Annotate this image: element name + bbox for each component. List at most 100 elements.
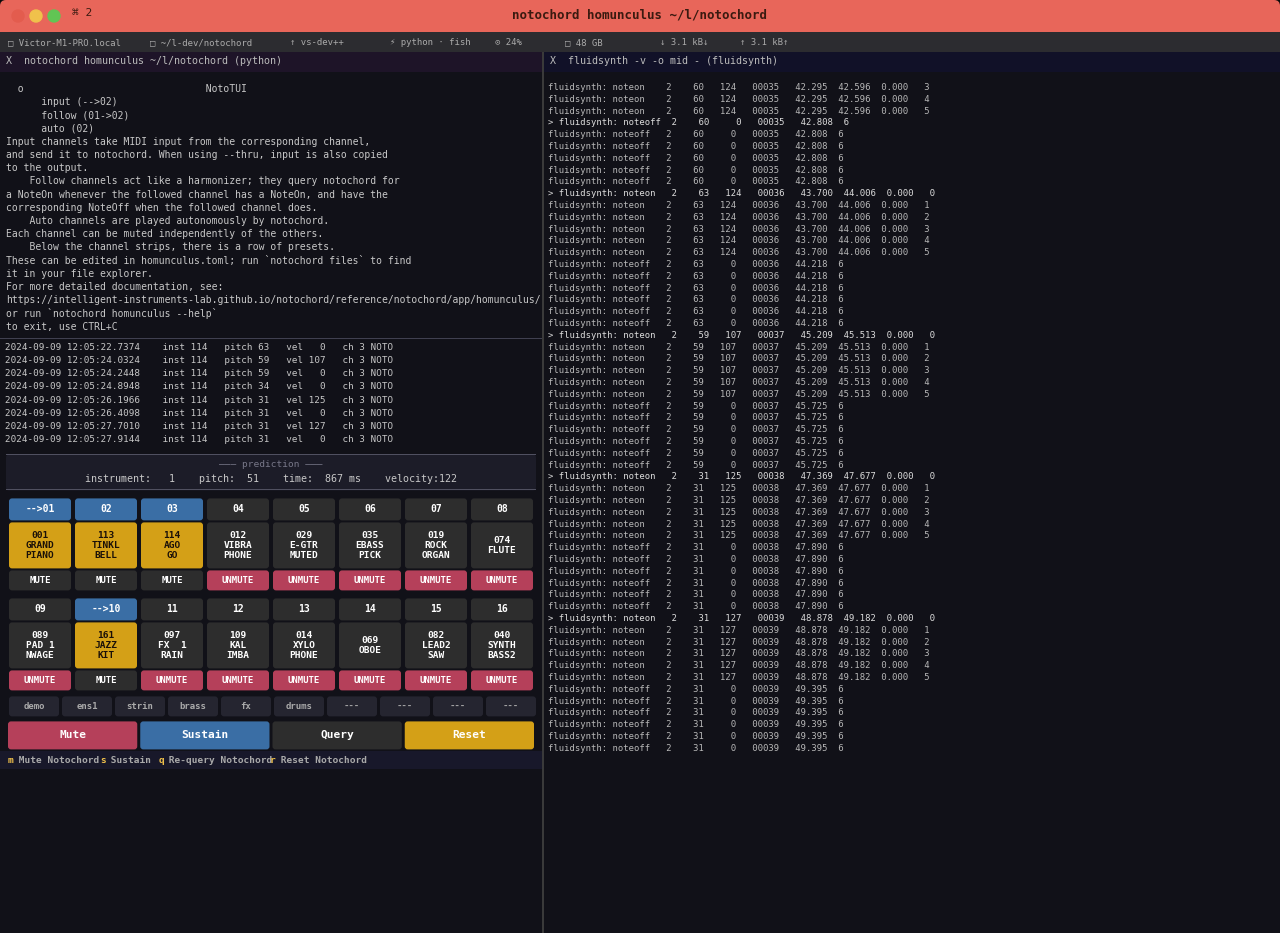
- Text: FLUTE: FLUTE: [488, 546, 516, 555]
- FancyBboxPatch shape: [207, 598, 269, 620]
- FancyBboxPatch shape: [471, 622, 532, 668]
- Text: fluidsynth: noteoff   2    31     0   00038   47.890  6: fluidsynth: noteoff 2 31 0 00038 47.890 …: [548, 555, 844, 564]
- Bar: [0, 338, 541, 339]
- Text: fluidsynth: noteoff   2    63     0   00036   44.218  6: fluidsynth: noteoff 2 63 0 00036 44.218 …: [548, 260, 844, 269]
- Text: UNMUTE: UNMUTE: [221, 576, 255, 585]
- Text: to exit, use CTRL+C: to exit, use CTRL+C: [6, 322, 118, 331]
- FancyBboxPatch shape: [9, 696, 59, 717]
- Text: MUTE: MUTE: [95, 576, 116, 585]
- Text: ↓ 3.1 kB↓: ↓ 3.1 kB↓: [660, 38, 708, 47]
- Text: XYLO: XYLO: [293, 641, 315, 650]
- Text: Below the channel strips, there is a row of presets.: Below the channel strips, there is a row…: [6, 243, 335, 253]
- Text: 06: 06: [364, 505, 376, 514]
- Text: 012: 012: [229, 531, 247, 540]
- Text: fluidsynth: noteon    2    63   124   00036   43.700  44.006  0.000   1: fluidsynth: noteon 2 63 124 00036 43.700…: [548, 201, 929, 210]
- Circle shape: [12, 10, 24, 22]
- Text: instrument:   1    pitch:  51    time:  867 ms    velocity:122: instrument: 1 pitch: 51 time: 867 ms vel…: [84, 474, 457, 484]
- Text: 07: 07: [430, 505, 442, 514]
- Text: ↑ 3.1 kB↑: ↑ 3.1 kB↑: [740, 38, 788, 47]
- Text: fluidsynth: noteon    2    63   124   00036   43.700  44.006  0.000   5: fluidsynth: noteon 2 63 124 00036 43.700…: [548, 248, 929, 258]
- Text: > fluidsynth: noteon   2    59   107   00037   45.209  45.513  0.000   0: > fluidsynth: noteon 2 59 107 00037 45.2…: [548, 331, 934, 340]
- Text: Follow channels act like a harmonizer; they query notochord for: Follow channels act like a harmonizer; t…: [6, 176, 399, 187]
- FancyBboxPatch shape: [339, 498, 401, 521]
- FancyBboxPatch shape: [9, 622, 70, 668]
- Text: r: r: [270, 757, 275, 765]
- Text: Each channel can be muted independently of the others.: Each channel can be muted independently …: [6, 230, 324, 239]
- FancyBboxPatch shape: [9, 522, 70, 568]
- Text: fluidsynth: noteon    2    63   124   00036   43.700  44.006  0.000   3: fluidsynth: noteon 2 63 124 00036 43.700…: [548, 225, 929, 233]
- Text: □ Victor-M1-PRO.local: □ Victor-M1-PRO.local: [8, 38, 120, 47]
- Text: fluidsynth: noteoff   2    31     0   00039   49.395  6: fluidsynth: noteoff 2 31 0 00039 49.395 …: [548, 685, 844, 694]
- FancyBboxPatch shape: [9, 671, 70, 690]
- FancyBboxPatch shape: [339, 622, 401, 668]
- Text: fluidsynth: noteoff   2    59     0   00037   45.725  6: fluidsynth: noteoff 2 59 0 00037 45.725 …: [548, 461, 844, 469]
- Text: it in your file explorer.: it in your file explorer.: [6, 269, 152, 279]
- FancyBboxPatch shape: [141, 721, 270, 749]
- Text: UNMUTE: UNMUTE: [221, 675, 255, 685]
- Text: 12: 12: [232, 605, 244, 615]
- FancyBboxPatch shape: [273, 721, 402, 749]
- Text: fluidsynth: noteon    2    31   125   00038   47.369  47.677  0.000   4: fluidsynth: noteon 2 31 125 00038 47.369…: [548, 520, 929, 529]
- Text: 2024-09-09 12:05:22.7374    inst 114   pitch 63   vel   0   ch 3 NOTO: 2024-09-09 12:05:22.7374 inst 114 pitch …: [5, 342, 393, 352]
- Text: demo: demo: [23, 702, 45, 711]
- Text: ⊙ 24%: ⊙ 24%: [495, 38, 522, 47]
- FancyBboxPatch shape: [339, 522, 401, 568]
- Text: FX  1: FX 1: [157, 641, 187, 650]
- Text: > fluidsynth: noteon   2    63   124   00036   43.700  44.006  0.000   0: > fluidsynth: noteon 2 63 124 00036 43.7…: [548, 189, 934, 198]
- Text: UNMUTE: UNMUTE: [420, 576, 452, 585]
- Text: UNMUTE: UNMUTE: [24, 675, 56, 685]
- Bar: [0, 32, 1280, 52]
- FancyBboxPatch shape: [380, 696, 430, 717]
- FancyBboxPatch shape: [76, 598, 137, 620]
- Text: fluidsynth: noteoff   2    31     0   00038   47.890  6: fluidsynth: noteoff 2 31 0 00038 47.890 …: [548, 578, 844, 588]
- Bar: [544, 52, 1280, 72]
- Text: Mute Notochord: Mute Notochord: [13, 757, 116, 765]
- Text: > fluidsynth: noteon   2    31   127   00039   48.878  49.182  0.000   0: > fluidsynth: noteon 2 31 127 00039 48.8…: [548, 614, 934, 623]
- Text: These can be edited in homunculus.toml; run `notochord files` to find: These can be edited in homunculus.toml; …: [6, 256, 411, 266]
- Text: □ ~/l-dev/notochord: □ ~/l-dev/notochord: [150, 38, 252, 47]
- Text: 082: 082: [428, 631, 444, 640]
- FancyBboxPatch shape: [76, 671, 137, 690]
- Text: fluidsynth: noteoff   2    60     0   00035   42.808  6: fluidsynth: noteoff 2 60 0 00035 42.808 …: [548, 154, 844, 162]
- Text: -->01: -->01: [26, 505, 55, 514]
- Text: 05: 05: [298, 505, 310, 514]
- Text: UNMUTE: UNMUTE: [288, 576, 320, 585]
- FancyBboxPatch shape: [8, 721, 137, 749]
- Text: 03: 03: [166, 505, 178, 514]
- Bar: [541, 52, 544, 933]
- FancyBboxPatch shape: [141, 522, 204, 568]
- Text: fluidsynth: noteoff   2    31     0   00038   47.890  6: fluidsynth: noteoff 2 31 0 00038 47.890 …: [548, 543, 844, 552]
- Text: or run `notochord homunculus --help`: or run `notochord homunculus --help`: [6, 309, 218, 319]
- Text: fluidsynth: noteon    2    63   124   00036   43.700  44.006  0.000   4: fluidsynth: noteon 2 63 124 00036 43.700…: [548, 236, 929, 245]
- Text: GRAND: GRAND: [26, 541, 54, 550]
- Text: RAIN: RAIN: [160, 651, 183, 660]
- Text: fluidsynth: noteoff   2    59     0   00037   45.725  6: fluidsynth: noteoff 2 59 0 00037 45.725 …: [548, 413, 844, 423]
- Text: fluidsynth: noteoff   2    31     0   00038   47.890  6: fluidsynth: noteoff 2 31 0 00038 47.890 …: [548, 602, 844, 611]
- FancyBboxPatch shape: [141, 622, 204, 668]
- Text: ---: ---: [503, 702, 520, 711]
- Text: ROCK: ROCK: [425, 541, 448, 550]
- FancyBboxPatch shape: [9, 570, 70, 591]
- Text: and send it to notochord. When using --thru, input is also copied: and send it to notochord. When using --t…: [6, 150, 388, 160]
- Text: 001: 001: [32, 531, 49, 540]
- Text: a NoteOn whenever the followed channel has a NoteOn, and have the: a NoteOn whenever the followed channel h…: [6, 189, 388, 200]
- FancyBboxPatch shape: [141, 570, 204, 591]
- Text: fx: fx: [241, 702, 251, 711]
- Text: 069: 069: [361, 636, 379, 645]
- Text: m: m: [8, 757, 14, 765]
- Text: TINKL: TINKL: [92, 541, 120, 550]
- Text: auto (02): auto (02): [6, 123, 95, 133]
- Text: fluidsynth: noteon    2    59   107   00037   45.209  45.513  0.000   3: fluidsynth: noteon 2 59 107 00037 45.209…: [548, 366, 929, 375]
- Text: follow (01->02): follow (01->02): [6, 110, 129, 120]
- Text: fluidsynth: noteoff   2    59     0   00037   45.725  6: fluidsynth: noteoff 2 59 0 00037 45.725 …: [548, 401, 844, 411]
- FancyBboxPatch shape: [168, 696, 218, 717]
- Text: UNMUTE: UNMUTE: [156, 675, 188, 685]
- FancyBboxPatch shape: [141, 498, 204, 521]
- Text: corresponding NoteOff when the followed channel does.: corresponding NoteOff when the followed …: [6, 202, 317, 213]
- Text: PAD 1: PAD 1: [26, 641, 54, 650]
- FancyBboxPatch shape: [61, 696, 113, 717]
- Text: 13: 13: [298, 605, 310, 615]
- Bar: [0, 751, 541, 770]
- Text: fluidsynth: noteoff   2    31     0   00038   47.890  6: fluidsynth: noteoff 2 31 0 00038 47.890 …: [548, 567, 844, 576]
- Text: Auto channels are played autonomously by notochord.: Auto channels are played autonomously by…: [6, 216, 329, 226]
